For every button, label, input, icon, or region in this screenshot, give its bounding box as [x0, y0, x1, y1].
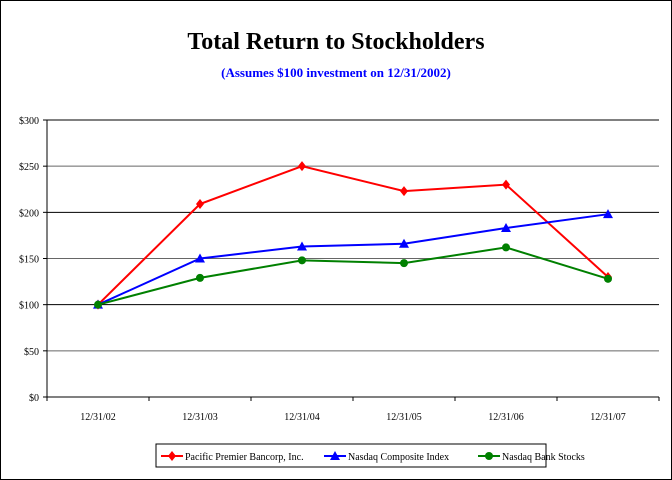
y-tick-label: $150: [19, 255, 39, 266]
legend-label-nasdaq-bank-stocks: Nasdaq Bank Stocks: [502, 452, 585, 463]
x-tick-label: 12/31/07: [590, 412, 626, 423]
y-tick-label: $300: [19, 116, 39, 127]
data-point-nasdaq-composite-index: [399, 238, 409, 248]
series-line-nasdaq-bank-stocks: [97, 246, 609, 306]
data-point-pacific-premier-bancorp-inc: [298, 161, 306, 172]
chart-title: Total Return to Stockholders: [187, 29, 485, 55]
data-point-pacific-premier-bancorp-inc: [502, 179, 510, 190]
y-tick-label: $250: [19, 162, 39, 173]
data-point-nasdaq-bank-stocks: [94, 300, 102, 309]
data-point-nasdaq-bank-stocks: [196, 273, 204, 282]
chart-subtitle: (Assumes $100 investment on 12/31/2002): [221, 65, 451, 80]
legend-marker-nasdaq-bank-stocks: [485, 452, 493, 460]
legend-marker-nasdaq-composite-index: [330, 451, 340, 460]
data-point-pacific-premier-bancorp-inc: [196, 199, 204, 210]
y-tick-label: $0: [29, 393, 39, 404]
legend-label-nasdaq-composite-index: Nasdaq Composite Index: [348, 452, 449, 463]
x-tick-label: 12/31/04: [284, 412, 320, 423]
data-point-nasdaq-composite-index: [297, 241, 307, 251]
y-tick-label: $50: [24, 347, 39, 358]
data-point-nasdaq-bank-stocks: [298, 256, 306, 265]
data-point-pacific-premier-bancorp-inc: [400, 186, 408, 197]
legend: Pacific Premier Bancorp, Inc. Nasdaq Comp…: [155, 443, 585, 468]
data-point-nasdaq-bank-stocks: [502, 243, 510, 252]
data-point-nasdaq-composite-index: [195, 253, 205, 263]
y-tick-label: $100: [19, 301, 39, 312]
x-tick-label: 12/31/02: [80, 412, 116, 423]
x-tick-label: 12/31/03: [182, 412, 218, 423]
data-point-nasdaq-composite-index: [501, 223, 511, 233]
series-line-nasdaq-composite-index: [97, 213, 609, 306]
data-point-nasdaq-bank-stocks: [604, 274, 612, 283]
data-point-nasdaq-bank-stocks: [400, 259, 408, 268]
legend-box: [155, 443, 547, 468]
series-line-pacific-premier-bancorp-inc: [97, 165, 609, 306]
legend-marker-pacific-premier-bancorp-inc: [168, 451, 176, 461]
data-point-nasdaq-composite-index: [603, 209, 613, 219]
x-tick-label: 12/31/06: [488, 412, 524, 423]
legend-label-pacific-premier-bancorp-inc: Pacific Premier Bancorp, Inc.: [185, 452, 304, 463]
y-tick-label: $200: [19, 208, 39, 219]
x-tick-label: 12/31/05: [386, 412, 422, 423]
